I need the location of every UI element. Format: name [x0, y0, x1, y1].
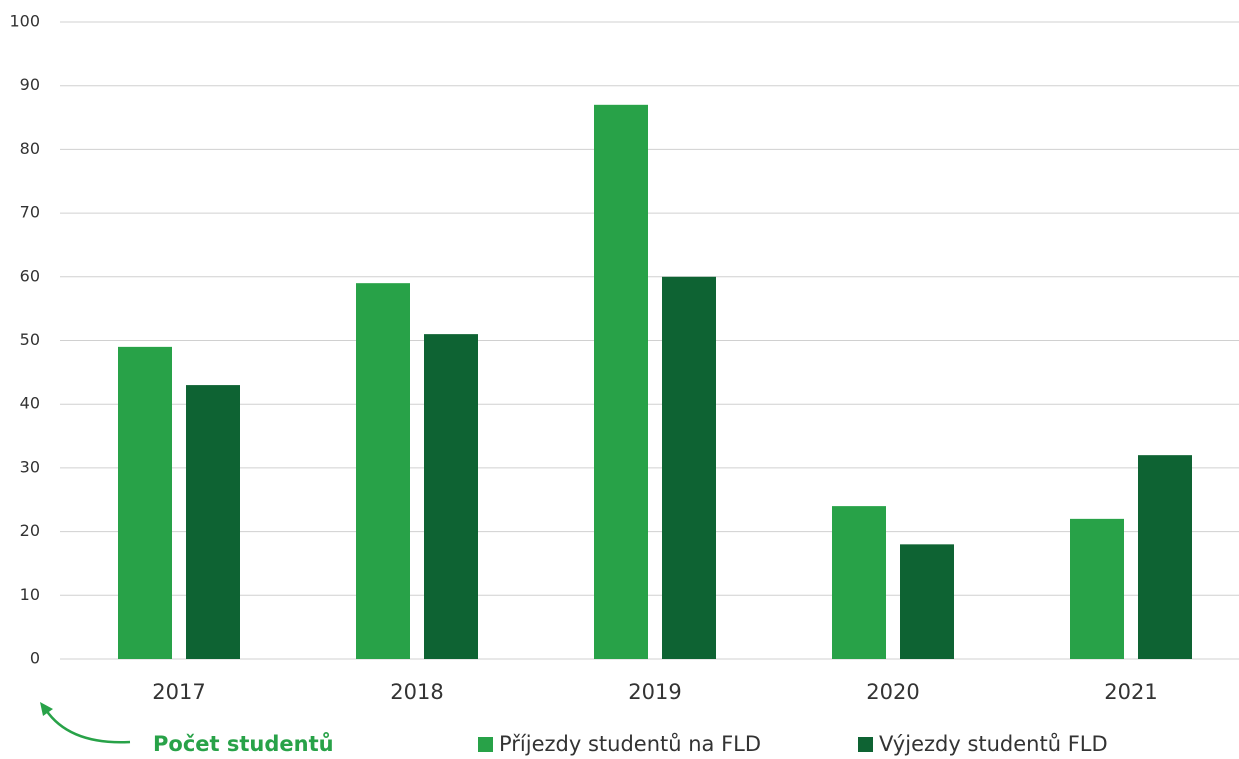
y-tick-label: 80 [20, 139, 40, 158]
y-tick-label: 20 [20, 521, 40, 540]
legend-label: Příjezdy studentů na FLD [499, 732, 761, 756]
y-tick-label: 10 [20, 585, 40, 604]
bar [424, 334, 478, 659]
y-tick-label: 50 [20, 330, 40, 349]
bar [186, 385, 240, 659]
legend-swatch [478, 737, 493, 752]
legend-label: Výjezdy studentů FLD [879, 732, 1108, 756]
y-tick-label: 90 [20, 75, 40, 94]
y-tick-label: 0 [30, 649, 40, 668]
bar [662, 276, 716, 659]
y-tick-label: 100 [9, 12, 40, 31]
y-tick-label: 60 [20, 266, 40, 285]
y-tick-label: 70 [20, 203, 40, 222]
bar [1138, 455, 1192, 659]
bar [1070, 518, 1124, 659]
axis-arrowhead [40, 702, 53, 716]
x-tick-label: 2021 [1104, 680, 1157, 704]
bar [118, 346, 172, 659]
x-tick-label: 2018 [390, 680, 443, 704]
y-tick-label: 30 [20, 457, 40, 476]
bar [356, 283, 410, 659]
x-tick-label: 2019 [628, 680, 681, 704]
bar [594, 104, 648, 659]
bar [900, 544, 954, 659]
y-axis-label: Počet studentů [153, 732, 334, 756]
x-tick-label: 2020 [866, 680, 919, 704]
legend-swatch [858, 737, 873, 752]
x-tick-label: 2017 [152, 680, 205, 704]
axis-arrow [44, 709, 131, 744]
bar [832, 506, 886, 659]
y-tick-label: 40 [20, 394, 40, 413]
